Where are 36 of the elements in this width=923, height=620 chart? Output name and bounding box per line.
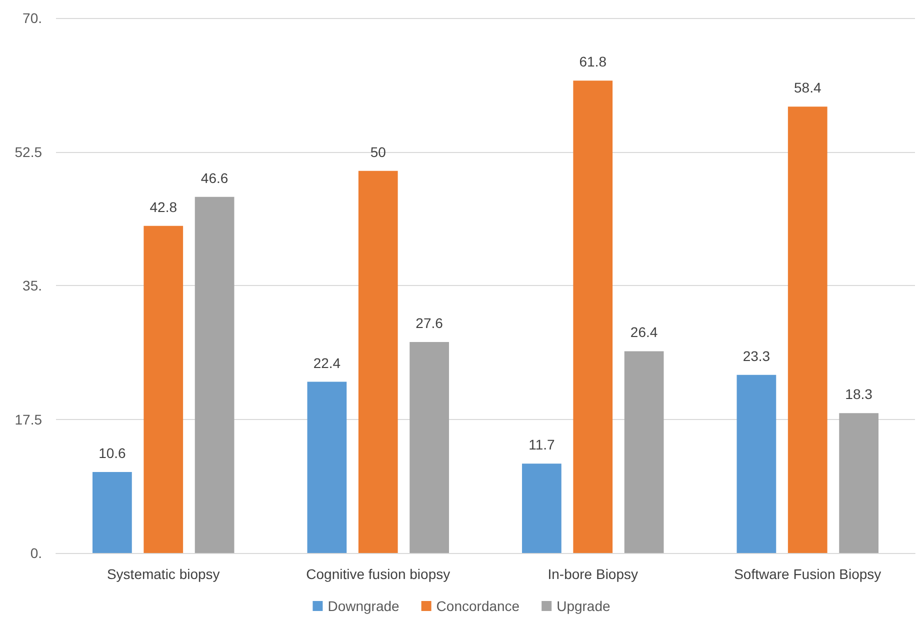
- bar: [736, 374, 776, 553]
- legend-label: Upgrade: [556, 598, 611, 614]
- data-label: 18.3: [845, 386, 873, 402]
- bar: [194, 196, 234, 553]
- data-label: 23.3: [742, 348, 770, 364]
- legend-label: Downgrade: [328, 598, 400, 614]
- bar: [788, 106, 828, 553]
- bar: [573, 80, 613, 553]
- y-tick-label: 52.5: [14, 144, 42, 160]
- y-tick-label: 70.: [22, 10, 42, 26]
- data-label: 50: [370, 144, 386, 160]
- y-tick-label: 35.: [22, 278, 42, 294]
- data-label: 10.6: [98, 444, 126, 461]
- data-label: 11.7: [528, 436, 556, 453]
- bar: [92, 472, 132, 553]
- bar: [144, 226, 184, 553]
- bar: [839, 413, 878, 553]
- x-tick-label: Systematic biopsy: [106, 566, 220, 582]
- data-label: 58.4: [794, 80, 822, 96]
- data-label: 22.4: [313, 354, 341, 371]
- bar: [358, 170, 398, 553]
- data-label: 61.8: [579, 54, 607, 70]
- x-tick-label: Software Fusion Biopsy: [734, 566, 882, 582]
- x-tick-label: In-bore Biopsy: [548, 566, 638, 582]
- data-label: 42.8: [150, 198, 178, 215]
- x-tick-label: Cognitive fusion biopsy: [306, 566, 450, 582]
- y-tick-label: 17.5: [14, 411, 42, 428]
- legend-label: Concordance: [436, 598, 520, 614]
- data-label: 26.4: [630, 324, 658, 340]
- y-tick-label: 0.: [30, 545, 42, 561]
- bar: [522, 464, 562, 553]
- bar: [410, 342, 449, 553]
- data-label: 27.6: [416, 315, 444, 332]
- bar: [624, 351, 664, 553]
- data-label: 46.6: [200, 170, 228, 186]
- bar: [307, 382, 347, 553]
